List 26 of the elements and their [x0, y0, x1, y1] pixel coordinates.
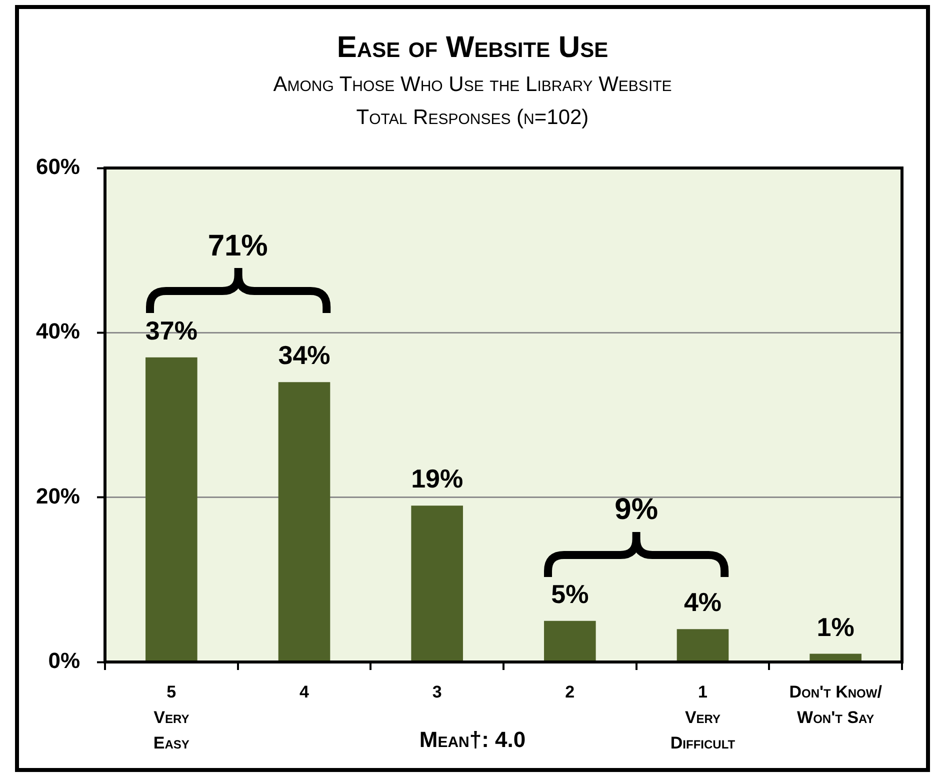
x-tick-label: 5 Very Easy — [153, 682, 190, 752]
bar — [278, 382, 330, 662]
y-tick-label: 20% — [36, 483, 80, 508]
data-label: 34% — [278, 340, 330, 370]
data-label: 5% — [551, 578, 589, 609]
bar — [411, 506, 463, 662]
bar — [544, 620, 596, 662]
chart-subtitle: Among Those Who Use the Library Website Total Responses (n=102) — [272, 72, 673, 131]
bar — [146, 357, 198, 662]
y-tick-label: 60% — [36, 154, 80, 180]
x-tick-label: Don't Know/ Won't Say — [789, 682, 882, 727]
chart-title: Ease of Website Use — [336, 30, 610, 66]
bar — [676, 629, 729, 662]
annotation: 9% — [614, 492, 658, 526]
x-tick-label: 4 — [300, 682, 310, 702]
x-tick-label: 2 — [565, 682, 575, 702]
text: Mean†: 4.0 — [419, 727, 526, 752]
data-label: 37% — [145, 315, 198, 346]
x-tick-label: 3 — [432, 682, 442, 702]
y-tick-label: 0% — [48, 648, 80, 674]
x-tick-label: 1 Very Difficult — [670, 682, 736, 752]
data-label: 1% — [816, 612, 854, 642]
data-label: 19% — [411, 464, 464, 494]
y-tick-label: 40% — [36, 318, 80, 344]
data-label: 4% — [684, 587, 722, 618]
annotation: 71% — [208, 229, 268, 262]
